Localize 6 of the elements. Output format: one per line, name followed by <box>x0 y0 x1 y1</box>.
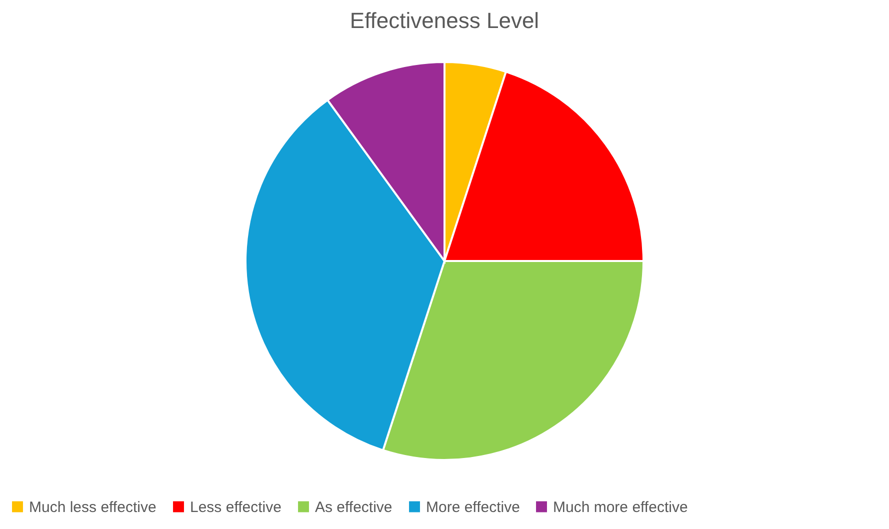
legend-label: Much less effective <box>29 498 156 516</box>
legend-label: Less effective <box>190 498 282 516</box>
legend-label: Much more effective <box>553 498 688 516</box>
chart-title: Effectiveness Level <box>350 8 540 33</box>
legend-label: More effective <box>426 498 520 516</box>
legend-label: As effective <box>315 498 392 516</box>
